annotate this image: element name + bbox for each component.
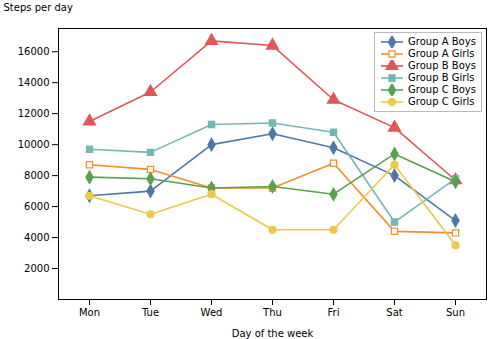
svg-text:Tue: Tue bbox=[141, 307, 159, 318]
svg-text:Steps per day: Steps per day bbox=[4, 2, 73, 13]
svg-text:14000: 14000 bbox=[18, 77, 50, 88]
html-text:Group A Boys: Group A Boys bbox=[408, 36, 476, 47]
svg-text:10000: 10000 bbox=[18, 139, 50, 150]
html-text:Group A Girls: Group A Girls bbox=[408, 48, 475, 59]
html-text:Group C Boys: Group C Boys bbox=[408, 84, 476, 95]
html-text:Group C Girls: Group C Girls bbox=[408, 96, 475, 107]
svg-text:Thu: Thu bbox=[262, 307, 282, 318]
svg-text:4000: 4000 bbox=[24, 232, 49, 243]
html-text:Group B Girls: Group B Girls bbox=[408, 72, 475, 83]
svg-text:Wed: Wed bbox=[201, 307, 223, 318]
svg-text:2000: 2000 bbox=[24, 263, 49, 274]
svg-text:Sat: Sat bbox=[386, 307, 402, 318]
svg-text:Mon: Mon bbox=[79, 307, 100, 318]
svg-text:Day of the week: Day of the week bbox=[232, 328, 314, 339]
svg-text:12000: 12000 bbox=[18, 108, 50, 119]
svg-text:Fri: Fri bbox=[328, 307, 340, 318]
svg-text:16000: 16000 bbox=[18, 46, 50, 57]
html-text:Group B Boys: Group B Boys bbox=[408, 60, 476, 71]
svg-text:6000: 6000 bbox=[24, 201, 49, 212]
svg-text:Sun: Sun bbox=[446, 307, 465, 318]
svg-text:8000: 8000 bbox=[24, 170, 49, 181]
